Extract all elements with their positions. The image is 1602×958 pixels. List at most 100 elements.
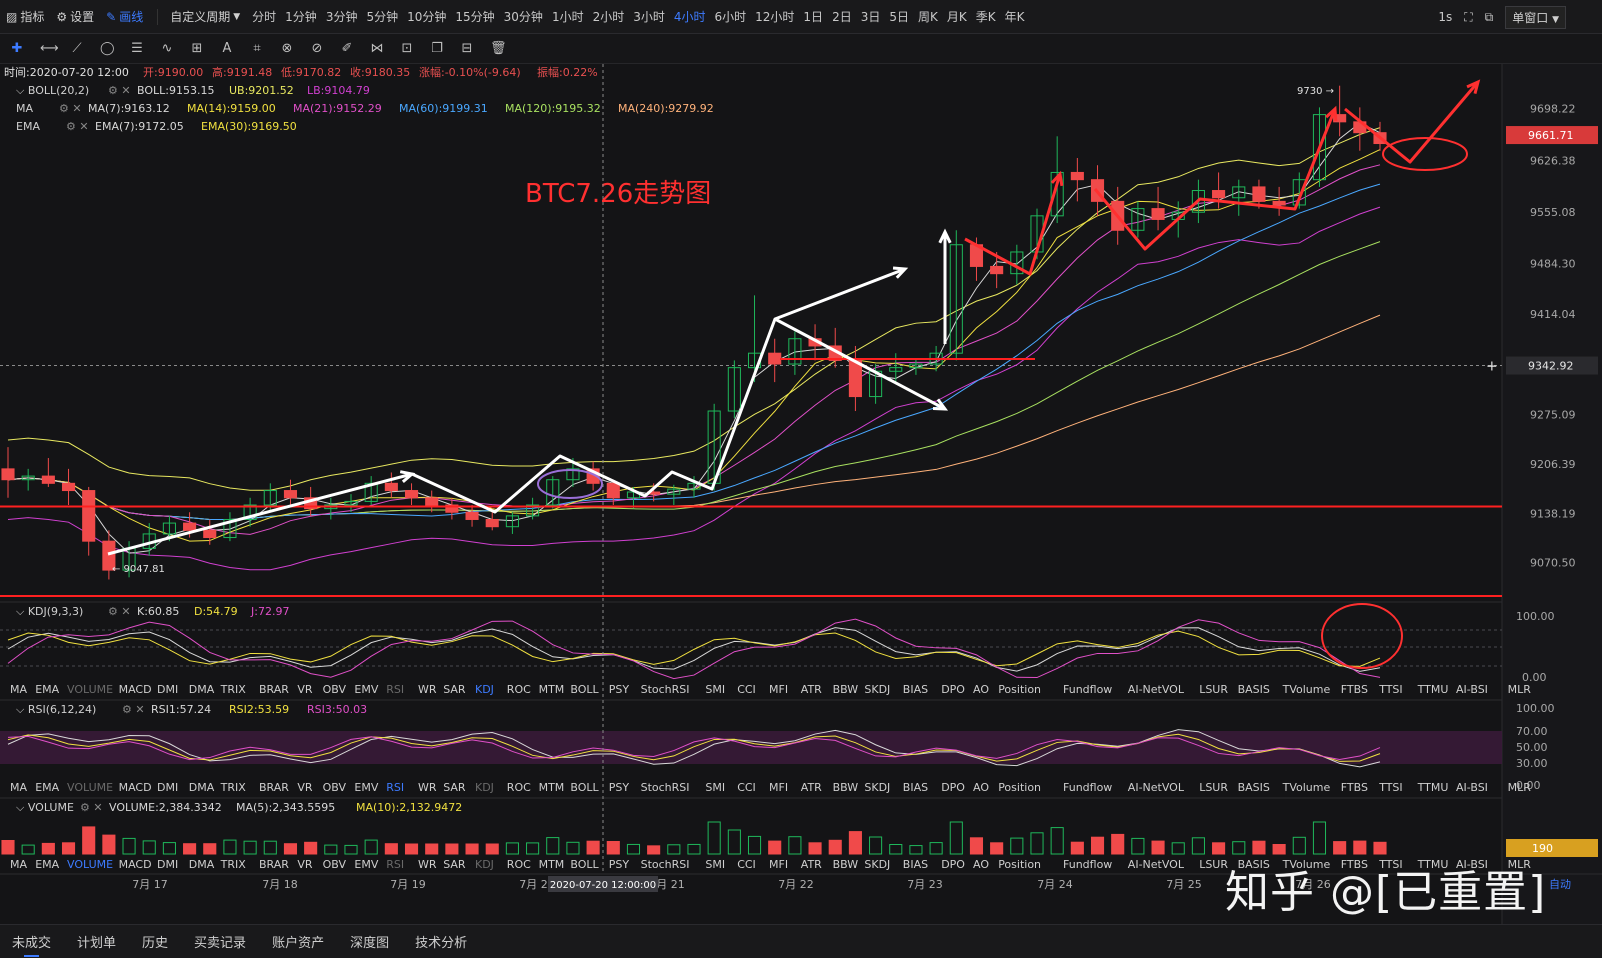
period-button[interactable]: 年K	[1004, 10, 1025, 24]
indicator-tab[interactable]: EMA	[35, 781, 59, 794]
indicator-tab[interactable]: BBW	[833, 858, 859, 871]
indicator-tab[interactable]: WR	[418, 858, 437, 871]
indicator-tab[interactable]: TRIX	[220, 781, 247, 794]
indicator-tab[interactable]: EMA	[35, 683, 59, 696]
indicator-tab[interactable]: DPO	[941, 781, 965, 794]
indicator-tab[interactable]: PSY	[609, 781, 630, 794]
indicator-tab[interactable]: WR	[418, 781, 437, 794]
indicator-tab[interactable]: StochRSI	[641, 683, 690, 696]
brush-icon[interactable]: ✐	[341, 41, 353, 56]
period-button[interactable]: 5分钟	[366, 10, 399, 24]
indicator-tab[interactable]: LSUR	[1199, 858, 1228, 871]
indicator-tab[interactable]: ATR	[801, 683, 822, 696]
indicator-tab[interactable]: MA	[10, 683, 27, 696]
settings-button[interactable]: ⚙ 设置	[56, 8, 94, 25]
indicator-tab[interactable]: ATR	[801, 858, 822, 871]
indicator-tab[interactable]: TVolume	[1282, 683, 1331, 696]
indicator-tab[interactable]: TTMU	[1417, 683, 1449, 696]
period-button[interactable]: 10分钟	[407, 10, 447, 24]
indicator-tab[interactable]: VR	[297, 683, 313, 696]
indicator-tab[interactable]: EMV	[354, 858, 378, 871]
indicator-tab[interactable]: BOLL	[570, 781, 599, 794]
indicator-tab[interactable]: FTBS	[1341, 781, 1368, 794]
indicator-tab[interactable]: AO	[973, 683, 989, 696]
indicator-tab[interactable]: SMI	[705, 683, 725, 696]
indicator-tab[interactable]: TTSI	[1378, 858, 1402, 871]
bottom-tab[interactable]: 买卖记录	[194, 936, 247, 951]
period-button[interactable]: 1分钟	[285, 10, 317, 24]
period-button[interactable]: 15分钟	[455, 10, 495, 24]
horizontal-line-icon[interactable]: ⟷	[40, 41, 59, 56]
indicator-tab[interactable]: OBV	[323, 683, 347, 696]
auto-scale-toggle[interactable]: 自动	[1549, 878, 1571, 891]
indicator-tab[interactable]: ROC	[507, 858, 531, 871]
copy-icon[interactable]: ❐	[431, 41, 443, 56]
indicator-tab[interactable]: MTM	[539, 858, 565, 871]
indicator-tab[interactable]: LSUR	[1199, 683, 1228, 696]
indicator-tab[interactable]: BOLL	[570, 683, 599, 696]
fib-icon[interactable]: ⌗	[253, 41, 261, 56]
indicator-tab[interactable]: MA	[10, 781, 27, 794]
indicators-button[interactable]: ▨ 指标	[6, 8, 44, 25]
bottom-tab[interactable]: 技术分析	[415, 936, 468, 951]
indicator-tab[interactable]: EMV	[354, 781, 378, 794]
trend-line-icon[interactable]: ⟋	[72, 41, 82, 56]
indicator-tab[interactable]: DMI	[157, 683, 178, 696]
indicator-tab[interactable]: DMI	[157, 858, 178, 871]
grid-icon[interactable]: ⊞	[191, 41, 203, 56]
indicator-tab[interactable]: LSUR	[1199, 781, 1228, 794]
indicator-tab[interactable]: MFI	[769, 781, 788, 794]
indicator-tab[interactable]: Fundflow	[1063, 858, 1112, 871]
indicator-tab[interactable]: FTBS	[1341, 683, 1368, 696]
indicator-tab[interactable]: BRAR	[259, 781, 289, 794]
indicator-tab[interactable]: BASIS	[1238, 781, 1270, 794]
interval-label[interactable]: 1s	[1438, 10, 1453, 24]
period-button[interactable]: 30分钟	[503, 10, 543, 24]
indicator-tab[interactable]: TTMU	[1417, 781, 1449, 794]
period-button[interactable]: 4小时	[673, 10, 706, 24]
indicator-tab[interactable]: CCI	[737, 781, 756, 794]
period-button[interactable]: 月K	[946, 10, 967, 24]
period-button[interactable]: 6小时	[714, 10, 747, 24]
indicator-tab[interactable]: EMA	[35, 858, 59, 871]
bottom-tab[interactable]: 未成交	[12, 926, 51, 957]
indicator-tab[interactable]: DMA	[189, 858, 215, 871]
indicator-tab[interactable]: StochRSI	[641, 781, 690, 794]
indicator-tab[interactable]: KDJ	[475, 781, 494, 794]
indicator-tab[interactable]: TVolume	[1282, 781, 1331, 794]
indicator-tab[interactable]: BBW	[833, 683, 859, 696]
indicator-tab[interactable]: SAR	[443, 781, 466, 794]
indicator-tab[interactable]: Position	[998, 683, 1041, 696]
indicator-tab[interactable]: BOLL	[570, 858, 599, 871]
indicator-tab[interactable]: VOLUME	[67, 683, 113, 696]
indicator-tab[interactable]: AI-BSI	[1456, 858, 1488, 871]
indicator-tab[interactable]: BIAS	[903, 858, 928, 871]
period-button[interactable]: 1日	[803, 10, 824, 24]
indicator-tab[interactable]: MLR	[1508, 858, 1532, 871]
indicator-tab[interactable]: SKDJ	[864, 683, 890, 696]
indicator-tab[interactable]: TTMU	[1417, 858, 1449, 871]
bottom-tab[interactable]: 账户资产	[272, 936, 325, 951]
indicator-tab[interactable]: EMV	[354, 683, 378, 696]
indicator-tab[interactable]: BRAR	[259, 858, 289, 871]
indicator-tab[interactable]: TRIX	[220, 858, 247, 871]
indicator-tab[interactable]: CCI	[737, 683, 756, 696]
draw-button[interactable]: ✎ 画线	[106, 8, 143, 25]
indicator-tab[interactable]: DPO	[941, 683, 965, 696]
wave-icon[interactable]: ∿	[161, 41, 173, 56]
indicator-tab[interactable]: SAR	[443, 683, 466, 696]
ruler-icon[interactable]: ⊘	[311, 41, 323, 56]
indicator-tab[interactable]: MACD	[119, 781, 152, 794]
indicator-tab[interactable]: FTBS	[1341, 858, 1368, 871]
indicator-tab[interactable]: AO	[973, 858, 989, 871]
indicator-tab[interactable]: WR	[418, 683, 437, 696]
period-button[interactable]: 5日	[889, 10, 909, 24]
indicator-tab[interactable]: SAR	[443, 858, 466, 871]
text-icon[interactable]: A	[222, 41, 232, 56]
indicator-tab[interactable]: AI-NetVOL	[1128, 683, 1185, 696]
indicator-tab[interactable]: MFI	[769, 683, 788, 696]
indicator-tab[interactable]: AI-BSI	[1456, 683, 1488, 696]
indicator-tab[interactable]: AI-BSI	[1456, 781, 1488, 794]
indicator-tab[interactable]: KDJ	[475, 683, 494, 696]
indicator-tab[interactable]: PSY	[609, 858, 630, 871]
